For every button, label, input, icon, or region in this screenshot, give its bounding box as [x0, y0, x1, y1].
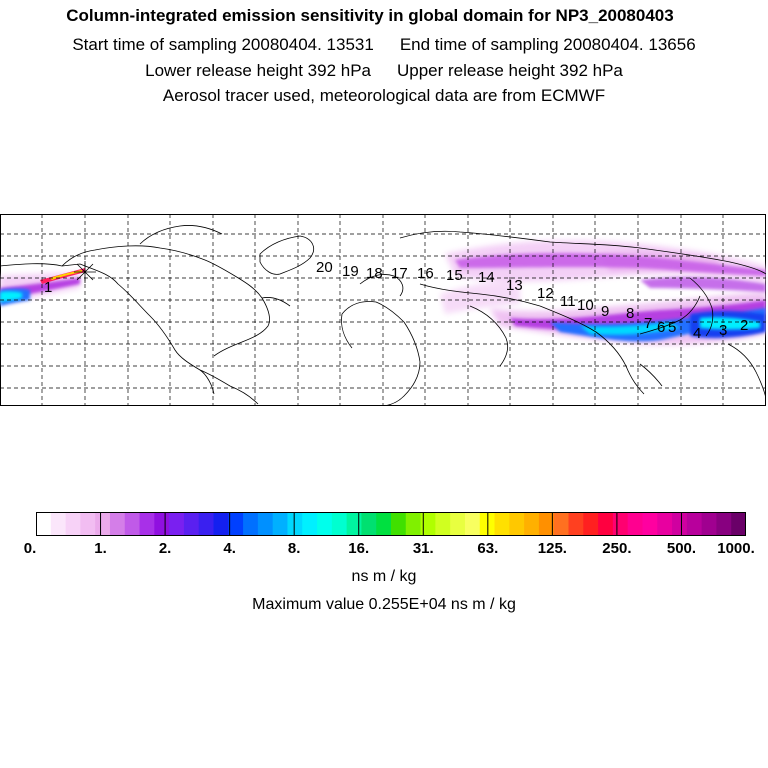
end-time-label: End time of sampling 20080404. 13656 [399, 35, 696, 54]
sampling-times: Start time of sampling 20080404. 13531 En… [0, 35, 768, 55]
colorbar-cell [509, 512, 525, 536]
plume-cyan [0, 291, 760, 335]
day-marker-1: 1 [44, 279, 52, 296]
colorbar-cell [65, 512, 81, 536]
lower-release-label: Lower release height 392 hPa [145, 61, 371, 80]
colorbar-tick-label: 63. [477, 540, 499, 557]
colorbar [36, 512, 746, 536]
day-marker-4: 4 [693, 325, 701, 342]
colorbar-tick-label: 16. [348, 540, 370, 557]
colorbar-unit: ns m / kg [351, 568, 417, 585]
day-marker-19: 19 [342, 263, 359, 280]
colorbar-frame [36, 512, 746, 536]
colorbar-cell [598, 512, 614, 536]
colorbar-cell [287, 512, 303, 536]
day-marker-10: 10 [577, 297, 594, 314]
colorbar-cell [420, 512, 436, 536]
colorbar-tick-label: 500. [666, 540, 697, 557]
colorbar-cell [494, 512, 510, 536]
colorbar-tick-label: 2. [158, 540, 172, 557]
day-marker-2: 2 [740, 317, 748, 334]
colorbar-cell [109, 512, 126, 536]
colorbar-tick-label: 4. [223, 540, 236, 557]
colorbar-cell [701, 512, 718, 536]
colorbar-cell [346, 512, 363, 536]
maximum-value: Maximum value 0.255E+04 ns m / kg [252, 596, 516, 613]
day-marker-15: 15 [446, 267, 463, 284]
colorbar-cells [36, 512, 746, 536]
colorbar-cell [169, 512, 185, 536]
colorbar-tick-label: 31. [412, 540, 434, 557]
colorbar-cell [405, 512, 422, 536]
colorbar-tick-label: 1000. [717, 540, 755, 557]
release-heights: Lower release height 392 hPa Upper releas… [0, 61, 768, 81]
colorbar-cell [568, 512, 584, 536]
start-time-label: Start time of sampling 20080404. 13531 [72, 35, 374, 54]
colorbar-tick-label: 250. [602, 540, 632, 557]
lat-lon-grid [0, 214, 766, 406]
colorbar-cell [716, 512, 732, 536]
colorbar-cell [317, 512, 333, 536]
colorbar-cell [553, 512, 570, 536]
colorbar-cell [139, 512, 155, 536]
plot-title: Column-integrated emission sensitivity i… [66, 6, 674, 25]
day-marker-14: 14 [478, 269, 495, 286]
colorbar-cell [672, 512, 688, 536]
colorbar-cell [331, 512, 348, 536]
colorbar-cell [583, 512, 599, 536]
colorbar-cell [731, 512, 746, 536]
day-marker-3: 3 [719, 322, 727, 339]
colorbar-tick-lines [100, 512, 682, 536]
colorbar-cell [183, 512, 200, 536]
day-marker-11: 11 [560, 293, 576, 310]
colorbar-cell [612, 512, 629, 536]
colorbar-tick-label: 8. [287, 540, 301, 557]
day-marker-17: 17 [391, 265, 408, 282]
colorbar-cell [361, 512, 377, 536]
day-marker-20: 20 [316, 259, 333, 276]
colorbar-cell [228, 512, 244, 536]
colorbar-cell [154, 512, 170, 536]
colorbar-cell [657, 512, 673, 536]
colorbar-tick-label: 125. [537, 540, 567, 557]
colorbar-cell [302, 512, 318, 536]
day-marker-16: 16 [417, 265, 434, 282]
day-marker-7: 7 [644, 315, 652, 332]
colorbar-cell [376, 512, 392, 536]
colorbar-cell [272, 512, 289, 536]
coastlines [0, 225, 766, 406]
colorbar-cell [538, 512, 555, 536]
colorbar-cell [464, 512, 481, 536]
day-marker-18: 18 [366, 265, 383, 282]
colorbar-cell [50, 512, 67, 536]
colorbar-cell [80, 512, 96, 536]
colorbar-cell [36, 512, 52, 536]
colorbar-cell [391, 512, 407, 536]
colorbar-tick-label: 0. [23, 540, 37, 557]
day-marker-9: 9 [601, 303, 609, 320]
tracer-note: Aerosol tracer used, meteorological data… [162, 86, 606, 105]
colorbar-cell [686, 512, 703, 536]
colorbar-cell [124, 512, 141, 536]
colorbar-cell [257, 512, 274, 536]
colorbar-cell [243, 512, 259, 536]
day-marker-6: 6 [657, 319, 665, 336]
colorbar-cell [198, 512, 215, 536]
colorbar-cell [524, 512, 540, 536]
colorbar-cell [627, 512, 644, 536]
colorbar-cell [435, 512, 451, 536]
colorbar-cell [95, 512, 111, 536]
upper-release-label: Upper release height 392 hPa [397, 61, 623, 80]
colorbar-cell [450, 512, 466, 536]
colorbar-cell [642, 512, 658, 536]
day-marker-12: 12 [537, 285, 554, 302]
colorbar-tick-label: 1. [94, 540, 107, 557]
day-marker-8: 8 [626, 305, 634, 322]
colorbar-cell [213, 512, 229, 536]
day-marker-5: 5 [668, 319, 676, 336]
day-marker-13: 13 [506, 277, 523, 294]
release-point-marker [74, 261, 96, 283]
